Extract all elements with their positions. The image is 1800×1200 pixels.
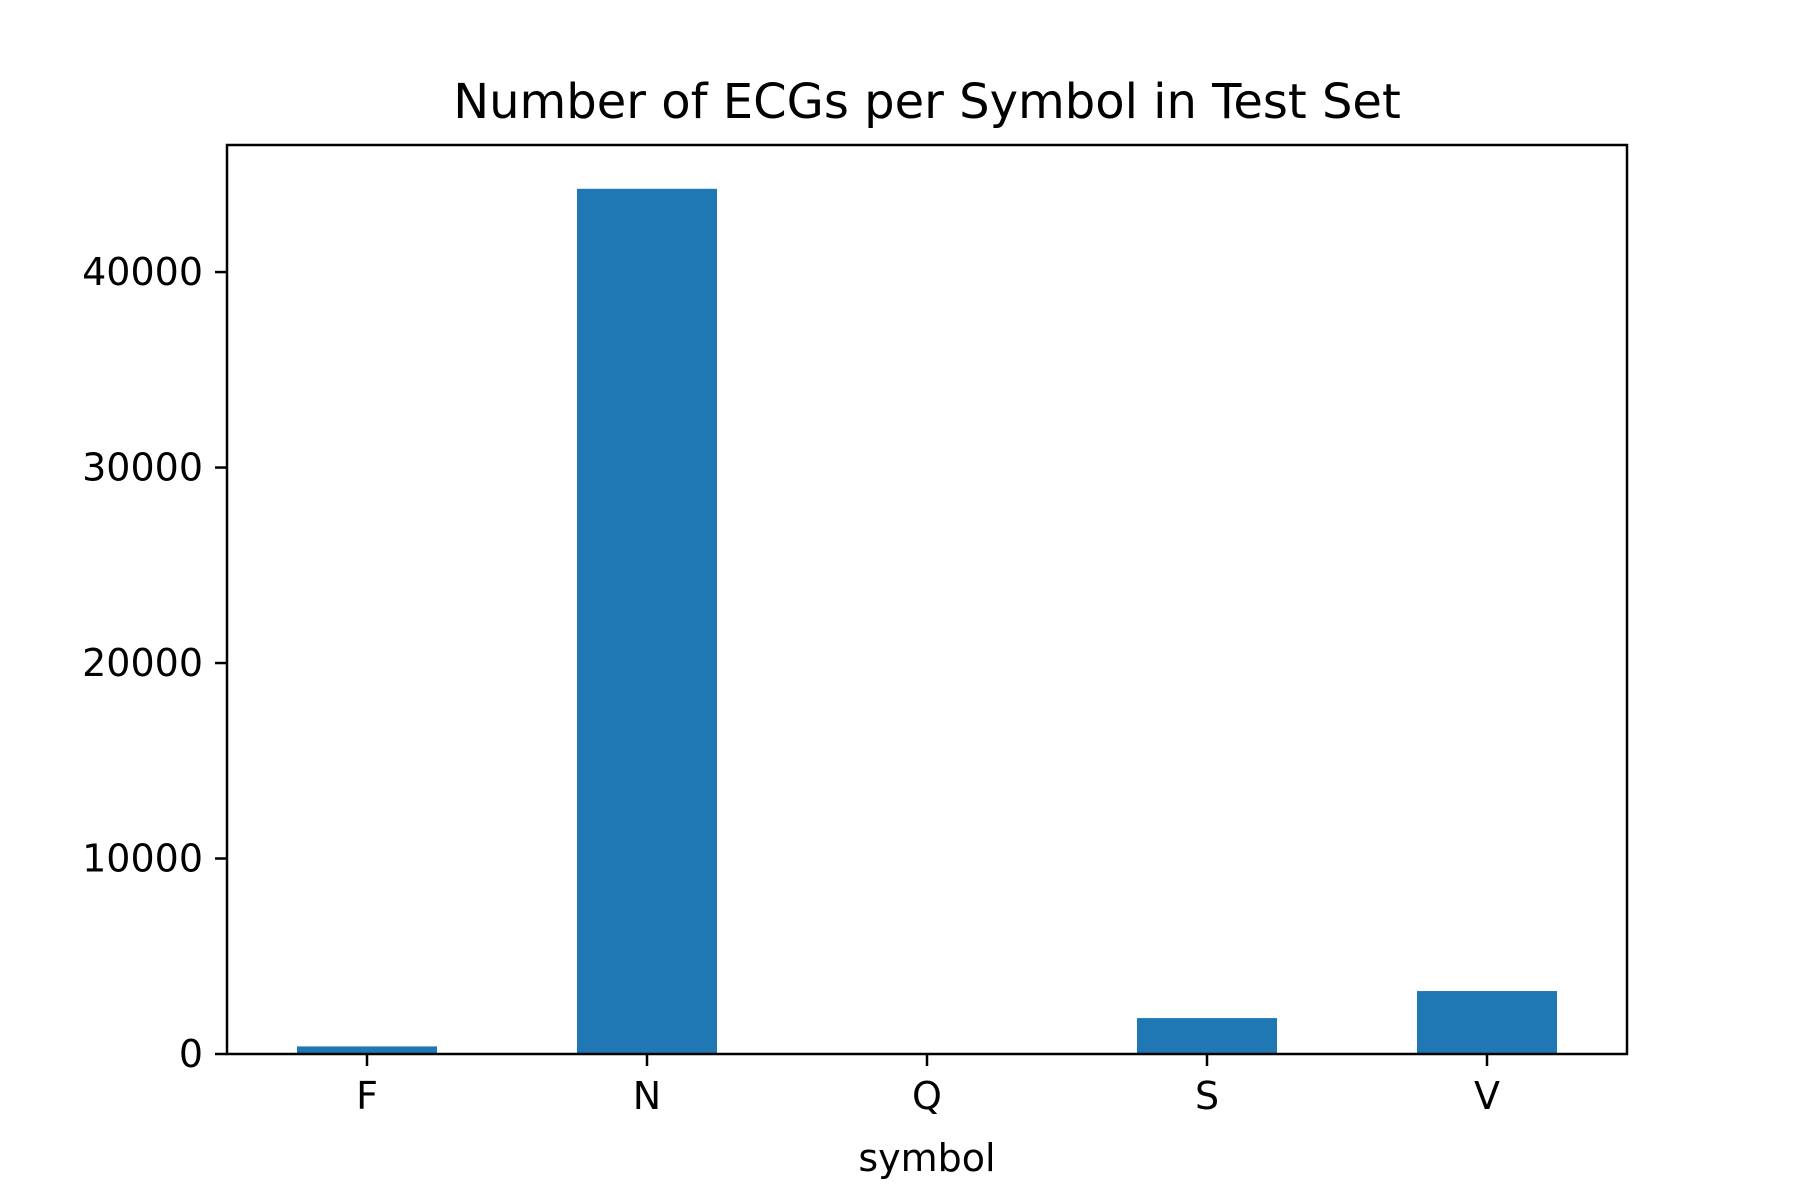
bar-F bbox=[297, 1046, 437, 1054]
x-tick-label-N: N bbox=[633, 1074, 661, 1118]
bar-V bbox=[1417, 991, 1557, 1054]
x-tick-label-Q: Q bbox=[912, 1074, 942, 1118]
y-tick-label-0: 0 bbox=[179, 1032, 203, 1076]
bar-N bbox=[577, 188, 717, 1055]
x-tick-label-S: S bbox=[1195, 1074, 1219, 1118]
y-tick-label-40000: 40000 bbox=[82, 250, 203, 294]
x-axis-label: symbol bbox=[858, 1136, 995, 1180]
y-tick-label-30000: 30000 bbox=[82, 446, 203, 490]
y-axis: 0 10000 20000 30000 40000 bbox=[82, 250, 227, 1076]
y-tick-label-20000: 20000 bbox=[82, 641, 203, 685]
y-tick-label-10000: 10000 bbox=[82, 837, 203, 881]
x-tick-label-F: F bbox=[356, 1074, 378, 1118]
bar-S bbox=[1137, 1018, 1277, 1054]
plot-area-frame bbox=[225, 143, 1629, 1056]
bars-layer bbox=[297, 188, 1557, 1055]
chart-title: Number of ECGs per Symbol in Test Set bbox=[453, 74, 1401, 130]
x-tick-label-V: V bbox=[1474, 1074, 1500, 1118]
